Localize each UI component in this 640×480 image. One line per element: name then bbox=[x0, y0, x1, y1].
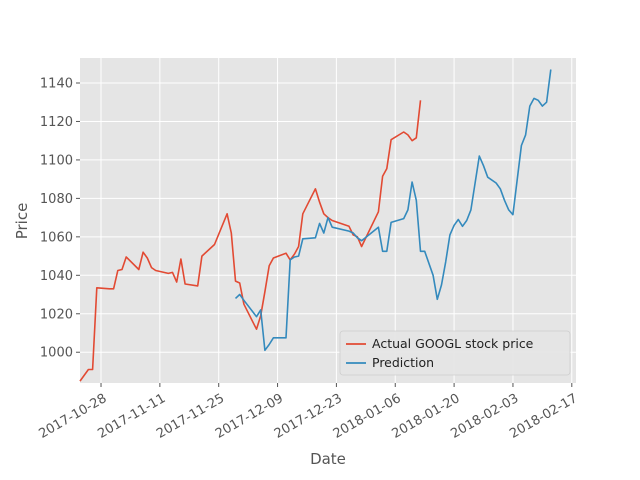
series-lines bbox=[79, 69, 552, 382]
series-line-prediction bbox=[234, 69, 552, 352]
legend: Actual GOOGL stock price Prediction bbox=[339, 330, 571, 376]
y-tick-label: 1140 bbox=[40, 77, 73, 92]
y-tick-label: 1020 bbox=[40, 307, 73, 322]
grid-lines bbox=[80, 58, 576, 383]
legend-box bbox=[339, 330, 571, 376]
y-tick-label: 1040 bbox=[40, 269, 73, 284]
x-axis-label: Date bbox=[310, 450, 346, 468]
y-axis-label: Price bbox=[13, 203, 31, 240]
legend-label-prediction: Prediction bbox=[372, 355, 434, 370]
y-tick-label: 1100 bbox=[40, 153, 73, 168]
y-tick-label: 1060 bbox=[40, 230, 73, 245]
series-line-actual bbox=[79, 100, 422, 382]
y-tick-label: 1080 bbox=[40, 192, 73, 207]
y-tick-label: 1000 bbox=[40, 346, 73, 361]
y-tick-label: 1120 bbox=[40, 115, 73, 130]
legend-label-actual: Actual GOOGL stock price bbox=[372, 336, 534, 351]
